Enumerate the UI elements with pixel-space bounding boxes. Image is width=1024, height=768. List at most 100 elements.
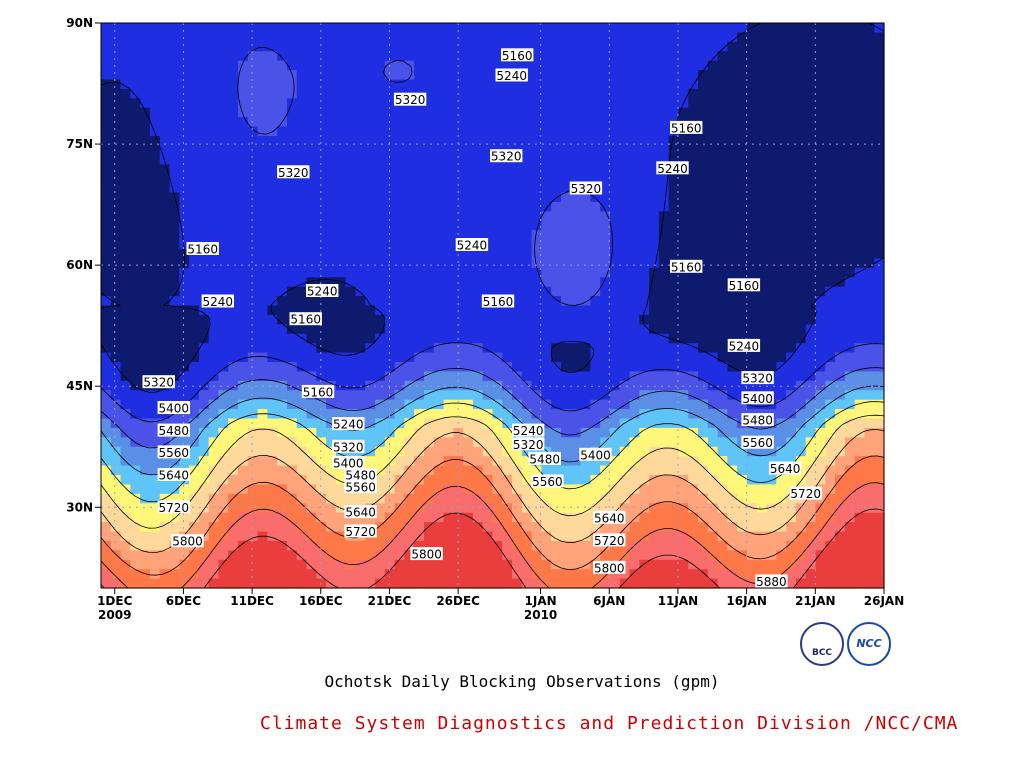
contour-cell <box>355 154 366 165</box>
contour-label-box <box>656 161 689 175</box>
contour-cell <box>404 220 415 231</box>
contour-cell <box>698 79 709 90</box>
contour-cell <box>609 183 621 194</box>
contour-cell <box>717 136 728 147</box>
contour-cell <box>766 305 777 316</box>
contour-cell <box>541 183 552 194</box>
contour-label: 5400 <box>333 456 364 470</box>
contour-cell <box>590 154 601 165</box>
contour-cell <box>404 211 415 222</box>
contour-cell <box>795 427 807 438</box>
contour-cell <box>140 418 151 429</box>
contour-cell <box>619 493 631 504</box>
contour-cell <box>874 305 885 316</box>
contour-cell <box>492 126 503 137</box>
contour-cell <box>335 98 347 109</box>
contour-cell <box>218 456 229 467</box>
contour-cell <box>727 220 738 231</box>
contour-cell <box>238 173 249 184</box>
contour-cell <box>649 522 660 533</box>
contour-cell <box>286 136 298 147</box>
contour-cell <box>365 23 376 34</box>
contour-cell <box>355 41 366 52</box>
contour-cell <box>149 239 161 250</box>
contour-cell <box>844 173 856 184</box>
contour-cell <box>482 32 494 43</box>
contour-cell <box>316 154 327 165</box>
contour-cell <box>835 249 846 260</box>
contour-cell <box>815 145 826 156</box>
contour-cell <box>384 32 396 43</box>
contour-cell <box>825 211 836 222</box>
contour-cell <box>433 569 445 580</box>
contour-cell <box>512 23 523 34</box>
contour-cell <box>423 183 435 194</box>
contour-cell <box>707 427 719 438</box>
contour-cell <box>786 267 797 278</box>
contour-cell <box>267 277 278 288</box>
contour-cell <box>639 409 650 420</box>
contour-cell <box>335 239 347 250</box>
contour-cell <box>247 578 259 589</box>
contour-cell <box>316 277 327 288</box>
contour-cell <box>639 399 650 410</box>
contour-cell <box>825 418 836 429</box>
contour-cell <box>688 136 699 147</box>
contour-cell <box>639 192 650 203</box>
contour-cell <box>580 258 591 269</box>
contour-cell <box>189 503 200 514</box>
contour-cell <box>502 418 513 429</box>
contour-cell <box>707 201 719 212</box>
contour-cell <box>805 343 817 354</box>
contour-cell <box>218 173 229 184</box>
contour-cell <box>316 296 327 307</box>
contour-cell <box>404 164 415 175</box>
contour-cell <box>776 136 787 147</box>
contour-cell <box>874 493 885 504</box>
contour-cell <box>551 305 562 316</box>
contour-cell <box>609 98 621 109</box>
contour-cell <box>267 324 278 335</box>
contour-cell <box>375 409 386 420</box>
contour-cell <box>355 32 366 43</box>
contour-cell <box>561 239 572 250</box>
contour-cell <box>825 390 836 401</box>
contour-cell <box>707 390 719 401</box>
contour-cell <box>531 305 543 316</box>
contour-cell <box>423 201 435 212</box>
contour-cell <box>678 51 689 62</box>
contour-cell <box>443 173 454 184</box>
contour-cell <box>179 343 190 354</box>
contour-cell <box>717 550 728 561</box>
contour-cell <box>717 192 728 203</box>
contour-cell <box>590 286 601 297</box>
contour-cell <box>394 578 406 589</box>
contour-cell <box>267 493 278 504</box>
contour-cell <box>433 399 445 410</box>
contour-cell <box>864 79 875 90</box>
contour-cell <box>668 173 680 184</box>
contour-cell <box>404 126 415 137</box>
contour-cell <box>149 173 161 184</box>
contour-cell <box>864 503 875 514</box>
contour-cell <box>835 493 846 504</box>
contour-cell <box>570 314 582 325</box>
contour-cell <box>130 296 141 307</box>
contour-cell <box>874 239 885 250</box>
contour-cell <box>472 409 484 420</box>
contour-cell <box>864 333 875 344</box>
contour-cell <box>512 475 523 486</box>
contour-cell <box>600 145 611 156</box>
contour-cell <box>296 540 308 551</box>
contour-cell <box>169 418 180 429</box>
contour-cell <box>541 418 552 429</box>
contour-cell <box>844 51 856 62</box>
contour-cell <box>228 211 239 222</box>
contour-cell <box>629 258 640 269</box>
contour-cell <box>668 352 680 363</box>
contour-cell <box>169 456 180 467</box>
contour-cell <box>149 475 161 486</box>
contour-cell <box>414 512 425 523</box>
contour-cell <box>786 550 797 561</box>
contour-cell <box>296 569 308 580</box>
